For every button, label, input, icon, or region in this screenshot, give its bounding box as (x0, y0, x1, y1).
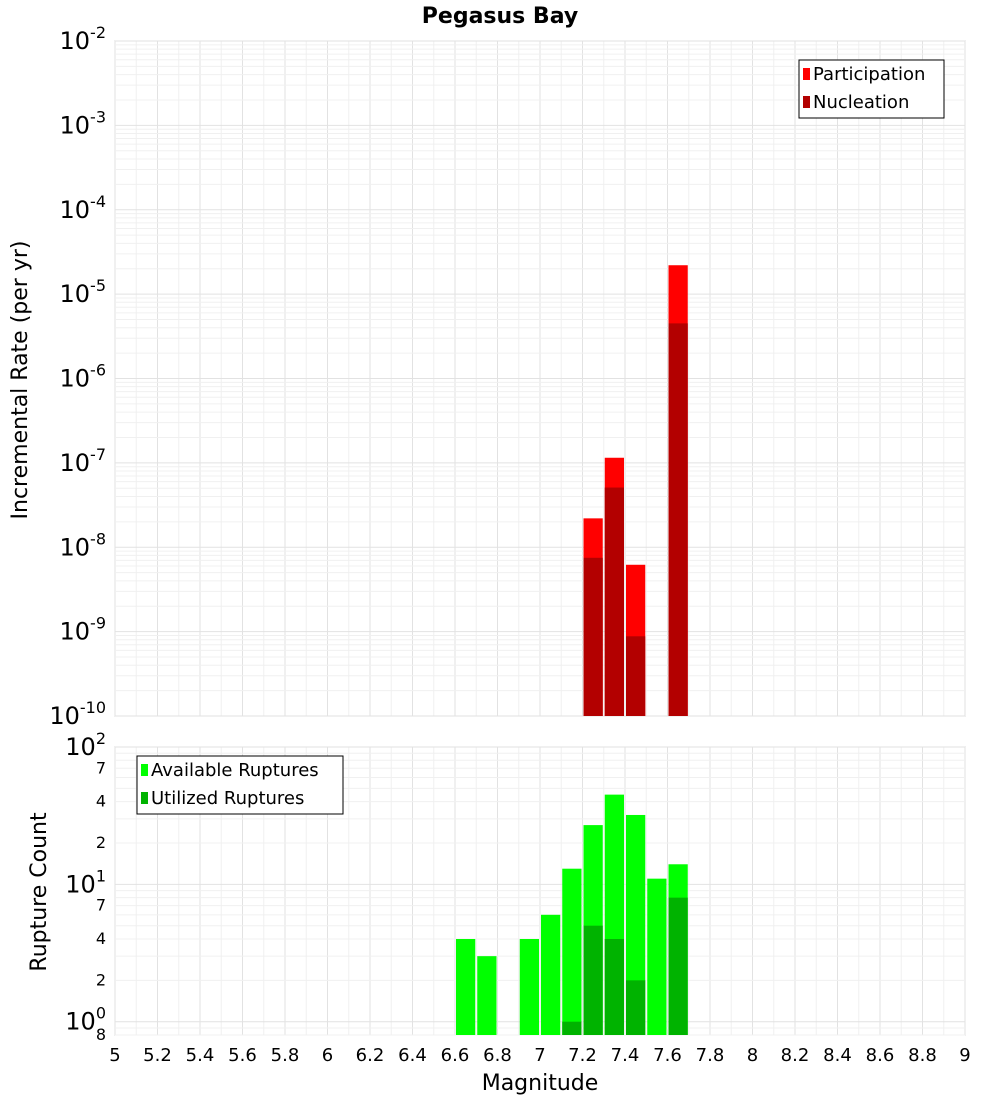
x-tick-label: 6.6 (441, 1045, 470, 1066)
x-tick-label: 5.2 (143, 1045, 172, 1066)
x-tick-label: 7.6 (653, 1045, 682, 1066)
x-tick-label: 7.2 (568, 1045, 597, 1066)
legend-label: Participation (813, 64, 925, 85)
y-tick-label: 102 (65, 729, 106, 761)
x-tick-label: 9 (959, 1045, 970, 1066)
legend-swatch (803, 68, 810, 80)
x-tick-label: 7.8 (696, 1045, 725, 1066)
y-tick-label: 100 (65, 1004, 106, 1036)
legend-box (136, 755, 344, 815)
x-tick-label: 6 (322, 1045, 333, 1066)
bar-available-ruptures (519, 939, 539, 1035)
y-tick-label: 10-6 (60, 361, 107, 393)
bar-available-ruptures (541, 914, 561, 1035)
bar-available-ruptures (456, 939, 476, 1035)
y-tick-label: 2 (96, 833, 106, 852)
x-tick-label: 5 (109, 1045, 120, 1066)
y-tick-label: 10-3 (60, 107, 107, 139)
bar-utilized-ruptures (562, 1021, 582, 1035)
y-tick-label: 4 (96, 792, 106, 811)
bar-nucleation (626, 636, 646, 716)
count-bars (456, 794, 688, 1035)
x-tick-label: 6.8 (483, 1045, 512, 1066)
x-tick-label: 8.4 (823, 1045, 852, 1066)
bar-available-ruptures (562, 868, 582, 1035)
bar-available-ruptures (626, 814, 646, 1035)
x-tick-label: 8.2 (781, 1045, 810, 1066)
bar-utilized-ruptures (583, 925, 603, 1035)
y-tick-label: 10-5 (60, 276, 107, 308)
bar-nucleation (668, 323, 688, 716)
x-tick-label: 6.2 (356, 1045, 385, 1066)
x-tick-labels: 5 5.2 5.4 5.6 5.8 6 6.2 6.4 6.6 6.8 7 7.2 7.4 7.6 7.8 8… (109, 1045, 970, 1066)
y-tick-label: 10-7 (60, 445, 107, 477)
x-tick-label: 5.8 (271, 1045, 300, 1066)
x-tick-label: 8.8 (908, 1045, 937, 1066)
legend-swatch (141, 764, 148, 776)
y-tick-label: 10-10 (49, 698, 106, 730)
count-y-axis-label: Rupture Count (27, 812, 52, 972)
bar-available-ruptures (647, 878, 667, 1035)
x-tick-label: 8 (747, 1045, 758, 1066)
y-tick-label: 8 (96, 1025, 106, 1044)
rate-panel: 10-2 10-3 10-4 10-5 10-6 10-7 10-8 10-9 10-10 In… (8, 23, 966, 730)
x-axis-label: Magnitude (482, 1071, 599, 1096)
y-tick-label: 2 (96, 970, 106, 989)
y-tick-label: 10-2 (60, 23, 107, 55)
x-tick-label: 6.4 (398, 1045, 427, 1066)
x-tick-label: 5.6 (228, 1045, 257, 1066)
y-tick-label: 10-4 (60, 192, 107, 224)
x-tick-label: 5.4 (186, 1045, 215, 1066)
bar-available-ruptures (477, 956, 497, 1035)
rate-y-axis-label: Incremental Rate (per yr) (8, 241, 33, 520)
legend-swatch (803, 96, 810, 108)
bar-nucleation (583, 557, 603, 716)
rate-legend: Participation Nucleation (798, 59, 945, 119)
y-tick-label: 101 (65, 866, 106, 898)
legend-box (798, 59, 945, 119)
y-tick-label: 7 (96, 896, 106, 915)
bar-utilized-ruptures (604, 939, 624, 1035)
bar-nucleation (604, 487, 624, 716)
bar-utilized-ruptures (668, 897, 688, 1035)
y-tick-label: 10-9 (60, 614, 107, 646)
y-tick-label: 10-8 (60, 529, 107, 561)
count-legend: Available Ruptures Utilized Ruptures (136, 755, 344, 815)
y-tick-label: 4 (96, 929, 106, 948)
x-tick-label: 8.6 (866, 1045, 895, 1066)
legend-swatch (141, 792, 148, 804)
x-tick-label: 7 (534, 1045, 545, 1066)
legend-label: Available Ruptures (151, 760, 319, 781)
legend-label: Utilized Ruptures (151, 788, 304, 809)
x-tick-label: 7.4 (611, 1045, 640, 1066)
rate-gridlines (114, 40, 966, 717)
rate-bars (583, 265, 688, 716)
chart-title: Pegasus Bay (422, 4, 578, 29)
bar-utilized-ruptures (626, 980, 646, 1035)
rate-y-tick-labels: 10-2 10-3 10-4 10-5 10-6 10-7 10-8 10-9 10-10 (49, 23, 106, 730)
legend-label: Nucleation (813, 92, 909, 113)
y-tick-label: 7 (96, 758, 106, 777)
